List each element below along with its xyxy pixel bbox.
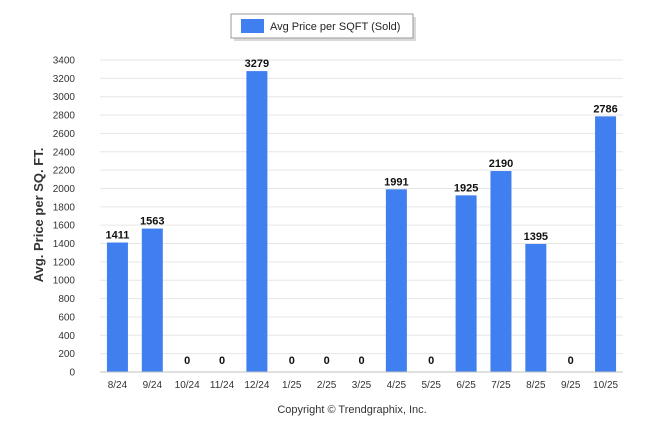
bar-7/25: [490, 171, 512, 372]
y-tick-label: 3000: [53, 92, 76, 103]
bars: [106, 71, 617, 373]
y-tick-label: 800: [58, 294, 75, 305]
bar-12/24: [246, 71, 268, 373]
data-label: 1563: [140, 216, 164, 228]
data-label: 0: [568, 355, 574, 367]
y-tick-label: 2400: [53, 147, 76, 158]
bar-8/25: [525, 243, 547, 372]
y-axis-ticks: 0 200 400 600 800 1000 1200 1400 1600 1800 2000 220…: [53, 56, 76, 379]
y-tick-label: 2000: [53, 184, 76, 195]
x-tick-label: 4/25: [387, 380, 407, 391]
data-label: 0: [324, 355, 330, 367]
data-label: 0: [428, 355, 434, 367]
data-label: 1991: [384, 176, 408, 188]
x-tick-label: 5/25: [421, 380, 441, 391]
x-tick-label: 9/25: [561, 380, 581, 391]
data-label: 1395: [524, 231, 548, 243]
data-label: 0: [219, 355, 225, 367]
data-label: 2786: [593, 103, 617, 115]
x-tick-label: 7/25: [491, 380, 511, 391]
y-tick-label: 200: [58, 349, 75, 360]
y-tick-label: 1600: [53, 221, 76, 232]
bar-6/25: [455, 195, 477, 372]
data-labels: 1411 1563 0 0 3279 0 0 0 1991 0 1925 2190 1395 0 2786: [105, 58, 617, 367]
y-tick-label: 1400: [53, 239, 76, 250]
y-tick-label: 3400: [53, 56, 76, 67]
x-tick-label: 10/25: [593, 380, 618, 391]
bar-8/24: [106, 242, 128, 372]
y-axis-title: Avg. Price per SQ. FT.: [31, 148, 46, 283]
x-tick-label: 3/25: [352, 380, 372, 391]
y-tick-label: 1800: [53, 202, 76, 213]
x-tick-label: 11/24: [210, 380, 235, 391]
legend-label: Avg Price per SQFT (Sold): [270, 21, 400, 33]
x-tick-label: 10/24: [175, 380, 200, 391]
x-tick-label: 8/25: [526, 380, 546, 391]
legend: Avg Price per SQFT (Sold): [230, 13, 416, 41]
data-label: 0: [184, 355, 190, 367]
y-tick-label: 0: [69, 368, 75, 379]
y-tick-label: 3200: [53, 74, 76, 85]
y-tick-label: 2800: [53, 111, 76, 122]
x-tick-label: 9/24: [143, 380, 163, 391]
x-tick-label: 12/24: [244, 380, 269, 391]
bar-4/25: [385, 189, 407, 372]
bar-10/25: [595, 116, 617, 372]
y-tick-label: 1000: [53, 276, 76, 287]
x-axis-ticks: 8/24 9/24 10/24 11/24 12/24 1/25 2/25 3/25 4/25 5…: [108, 380, 619, 391]
x-tick-label: 6/25: [456, 380, 476, 391]
y-tick-label: 2200: [53, 166, 76, 177]
data-label: 0: [358, 355, 364, 367]
y-tick-label: 1200: [53, 257, 76, 268]
y-tick-label: 400: [58, 331, 75, 342]
data-label: 0: [289, 355, 295, 367]
x-tick-label: 8/24: [108, 380, 128, 391]
x-tick-label: 1/25: [282, 380, 302, 391]
x-tick-label: 2/25: [317, 380, 337, 391]
y-tick-label: 600: [58, 312, 75, 323]
legend-swatch: [241, 19, 264, 33]
data-label: 1411: [105, 230, 129, 242]
data-label: 1925: [454, 182, 478, 194]
bar-9/24: [141, 228, 163, 372]
data-label: 3279: [245, 58, 269, 70]
data-label: 2190: [489, 158, 513, 170]
copyright-text: Copyright © Trendgraphix, Inc.: [277, 404, 426, 416]
y-tick-label: 2600: [53, 129, 76, 140]
